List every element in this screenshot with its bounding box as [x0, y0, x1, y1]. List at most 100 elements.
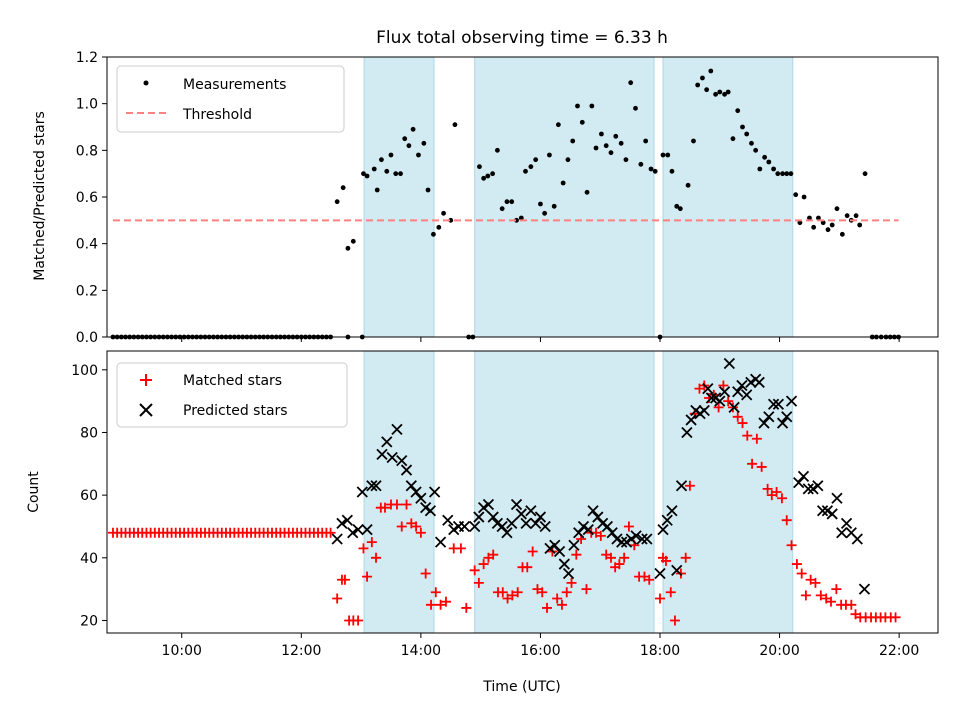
matched-star-point [796, 568, 807, 579]
top-panel-data [110, 68, 901, 340]
observing-interval [363, 56, 435, 338]
observing-interval [363, 350, 435, 634]
measurement-point [730, 136, 736, 142]
y-tick-label: 100 [71, 363, 98, 379]
measurement-point [834, 206, 840, 212]
predicted-star-point [496, 520, 508, 533]
y-tick-label: 60 [80, 488, 98, 504]
measurement-point [374, 187, 380, 193]
y-tick-label: 80 [80, 425, 98, 441]
measurement-point [436, 224, 442, 230]
predicted-star-point [636, 533, 648, 545]
measurement-point [793, 192, 799, 198]
matched-star-point [497, 587, 508, 598]
predicted-star-point [657, 523, 669, 536]
predicted-star-point [714, 395, 726, 407]
measurement-point [677, 206, 683, 212]
matched-star-point [655, 593, 666, 604]
measurement-point [853, 213, 859, 219]
predicted-star-point [661, 514, 673, 526]
measurement-point [744, 131, 750, 137]
legend-label-matched: Matched stars [183, 373, 282, 389]
matched-star-point [430, 587, 441, 598]
measurement-point [695, 82, 701, 88]
predicted-star-point [415, 492, 427, 504]
predicted-star-point [469, 520, 481, 533]
observing-intervals-bottom [363, 350, 794, 634]
measurement-point [757, 166, 763, 172]
matched-star-point [366, 537, 377, 548]
x-tick-label: 22:00 [879, 643, 919, 659]
predicted-star-point [702, 382, 714, 395]
measurement-point [560, 180, 566, 186]
predicted-star-point [671, 564, 683, 576]
predicted-star-point [352, 523, 364, 536]
predicted-star-point [812, 480, 824, 492]
matched-star-point [571, 549, 582, 560]
predicted-star-point [785, 395, 798, 407]
observing-interval [474, 350, 655, 634]
matched-star-point [890, 612, 901, 623]
measurement-point [807, 215, 812, 221]
measurement-point [784, 171, 790, 177]
matched-star-point [581, 584, 592, 595]
matched-star-point [756, 461, 767, 472]
predicted-star-point [376, 448, 388, 461]
x-tick-label: 20:00 [759, 643, 799, 659]
matched-star-point [762, 483, 773, 494]
predicted-star-point [366, 480, 378, 492]
matched-star-point [614, 559, 625, 570]
top-panel: 0.0 0.2 0.4 0.6 0.8 1.0 1.2 Flux total observi… [32, 28, 939, 346]
x-tick-label: 14:00 [401, 643, 441, 659]
matched-star-point [846, 599, 857, 610]
measurement-point [393, 171, 399, 177]
measurement-point [708, 68, 714, 74]
top-panel-axes: 0.0 0.2 0.4 0.6 0.8 1.0 1.2 [76, 50, 939, 346]
predicted-star-point [534, 511, 547, 523]
predicted-star-point [482, 498, 495, 511]
matched-star-point [566, 577, 577, 588]
matched-star-point [776, 493, 787, 504]
measurement-point [538, 201, 543, 207]
predicted-star-point [562, 567, 575, 580]
predicted-star-point [434, 536, 447, 548]
predicted-star-point [681, 426, 693, 439]
matched-star-point [339, 574, 350, 585]
matched-star-point [810, 577, 821, 588]
measurement-point [384, 168, 390, 174]
matched-star-point [411, 521, 422, 532]
bottom-panel: 20 40 60 80 100 10:00 12:00 14:00 16:00 18:00 20:0… [26, 350, 939, 695]
measurement-point [825, 227, 831, 233]
measurement-point [416, 152, 421, 158]
measurement-point [570, 138, 576, 144]
measurement-point [811, 224, 817, 230]
predicted-star-point [539, 520, 551, 533]
matched-star-point [644, 574, 655, 585]
matched-star-point [815, 590, 826, 601]
predicted-star-point [386, 451, 398, 464]
matched-star-point [371, 552, 382, 563]
predicted-star-point [666, 505, 678, 517]
predicted-star-point [458, 520, 471, 533]
y-tick-label: 0.4 [76, 237, 98, 253]
measurement-point [771, 166, 776, 172]
measurement-point [801, 194, 807, 200]
measurement-point [839, 231, 845, 237]
measurement-point [547, 152, 552, 158]
predicted-star-point [654, 567, 666, 580]
measurement-point [749, 140, 754, 146]
measurement-point [494, 147, 500, 153]
predicted-star-point [410, 486, 422, 498]
measurement-point [628, 80, 634, 86]
measurement-point [523, 168, 528, 174]
matched-star-point [522, 562, 533, 573]
matched-star-point [680, 552, 691, 563]
predicted-star-point [381, 436, 393, 448]
measurement-point [735, 108, 741, 114]
measurement-point [753, 147, 759, 153]
predicted-star-point [356, 486, 368, 498]
measurement-point [829, 222, 835, 228]
predicted-star-point [616, 536, 628, 548]
measurement-point [528, 164, 534, 170]
y-tick-label: 0.2 [76, 283, 98, 299]
